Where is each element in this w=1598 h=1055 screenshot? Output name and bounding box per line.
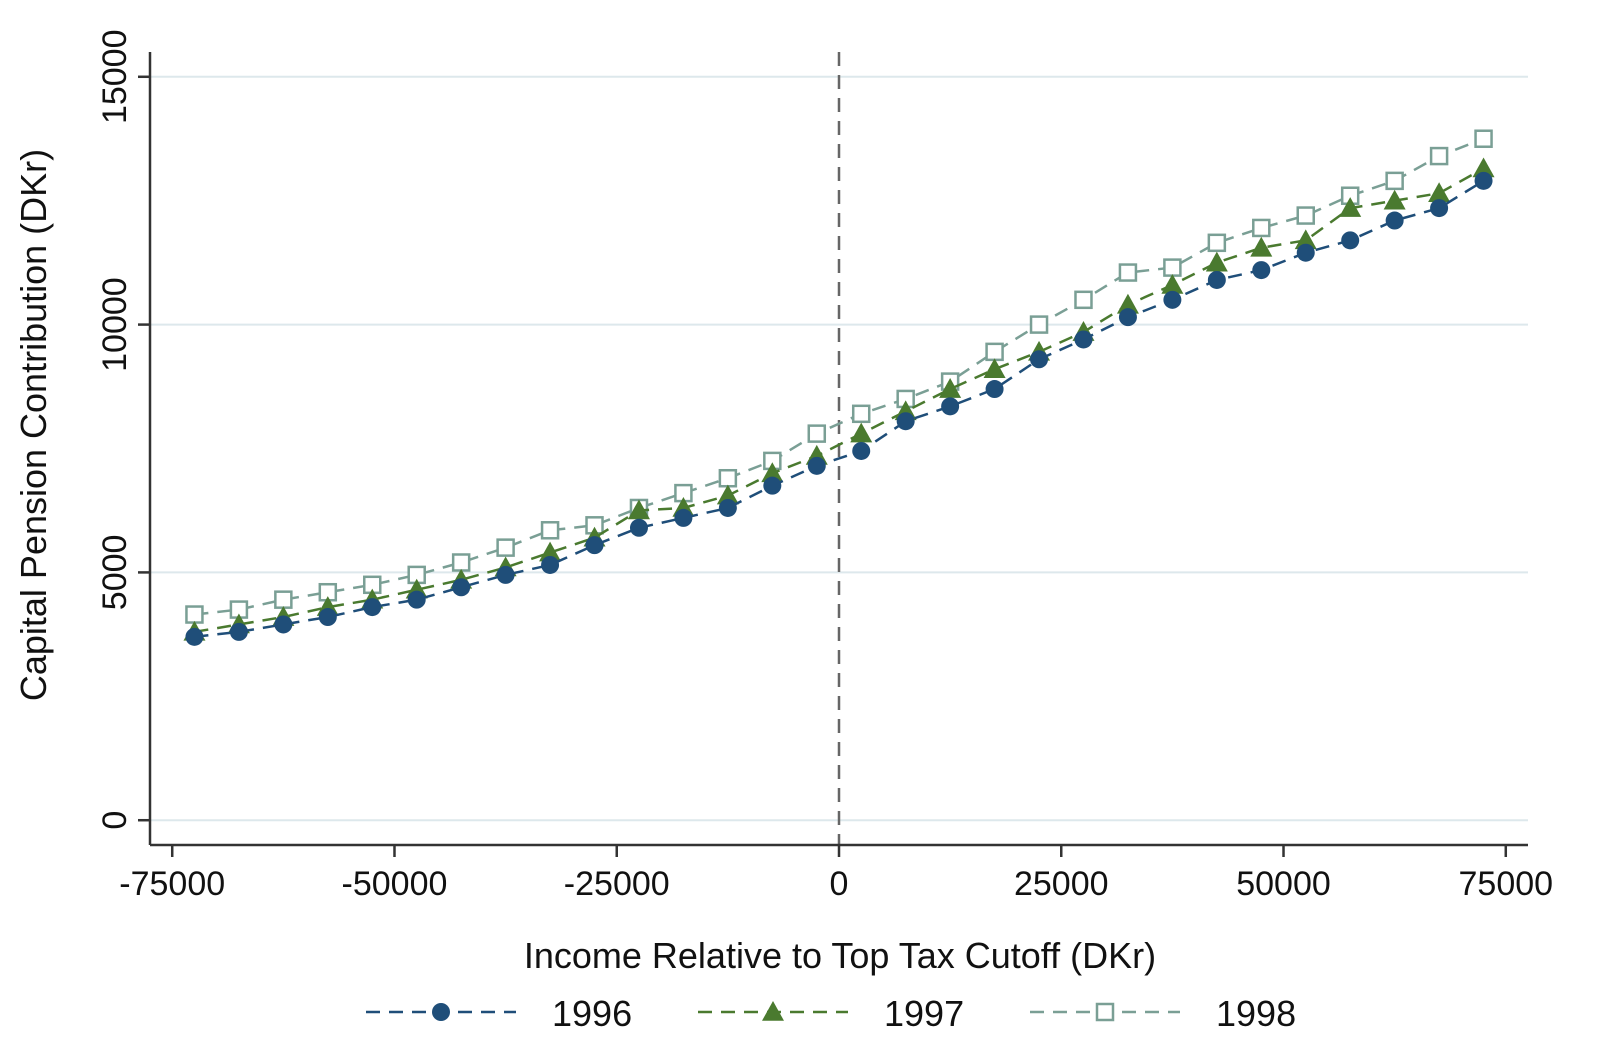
series-1998 <box>185 129 1493 624</box>
data-point-1997 <box>627 499 650 520</box>
data-point-1998 <box>985 342 1004 362</box>
x-tick-label: 50000 <box>1236 865 1331 903</box>
data-point-1996 <box>1385 211 1404 230</box>
data-point-1996 <box>1030 350 1049 369</box>
data-point-1998 <box>185 605 204 624</box>
legend: 1996 1997 1998 <box>366 993 1296 1034</box>
y-tick-label: 5000 <box>96 535 134 611</box>
data-point-1998 <box>1429 146 1449 166</box>
data-point-1996 <box>452 578 471 597</box>
legend-item-1998: 1998 <box>1030 993 1296 1034</box>
data-point-1996 <box>718 498 737 517</box>
data-point-1998 <box>1163 258 1182 277</box>
data-point-1997 <box>1294 229 1317 250</box>
data-point-1996 <box>541 555 560 574</box>
data-point-1996 <box>1163 290 1182 309</box>
x-axis-title: Income Relative to Top Tax Cutoff (DKr) <box>524 935 1156 976</box>
data-point-1998 <box>451 553 471 572</box>
data-point-1997 <box>1383 189 1406 210</box>
x-tick-label: -75000 <box>119 865 225 903</box>
data-point-1997 <box>539 541 562 562</box>
x-tick-label: 75000 <box>1459 865 1554 903</box>
data-point-1996 <box>185 627 204 646</box>
data-point-1997 <box>1250 236 1273 257</box>
data-point-1996 <box>407 590 426 609</box>
data-point-1998 <box>274 590 293 609</box>
legend-marker-1998 <box>1095 1002 1115 1022</box>
data-point-1998 <box>540 521 560 540</box>
data-point-1998 <box>1474 129 1493 148</box>
legend-label-1998: 1998 <box>1216 993 1296 1034</box>
data-point-1996 <box>763 476 782 495</box>
legend-marker-1997 <box>762 1001 784 1021</box>
x-tick-label: -25000 <box>564 865 670 903</box>
data-point-1998 <box>1252 218 1271 238</box>
y-tick-label: 0 <box>96 811 134 830</box>
legend-marker-1996 <box>432 1003 450 1021</box>
data-point-1997 <box>1161 273 1184 294</box>
x-tick-label: 25000 <box>1014 865 1109 903</box>
data-point-1998 <box>1074 290 1093 310</box>
data-point-1996 <box>318 608 337 627</box>
data-point-1998 <box>718 468 738 488</box>
data-point-1998 <box>807 424 827 443</box>
data-point-1998 <box>1118 263 1138 282</box>
y-tick-label: 10000 <box>96 277 134 372</box>
series-group <box>183 129 1495 646</box>
data-point-1997 <box>939 378 962 398</box>
x-tick-label: 0 <box>830 865 849 903</box>
series-line-1997 <box>194 167 1485 634</box>
data-point-1997 <box>1339 197 1362 217</box>
data-point-1996 <box>496 565 515 584</box>
data-point-1997 <box>1428 182 1451 203</box>
data-point-1996 <box>1118 308 1137 327</box>
data-point-1996 <box>363 598 382 617</box>
data-point-1996 <box>896 412 915 431</box>
data-point-1997 <box>850 422 873 443</box>
legend-label-1996: 1996 <box>552 993 632 1034</box>
data-point-1996 <box>229 622 248 641</box>
data-point-1997 <box>761 462 784 483</box>
data-point-1997 <box>1205 251 1228 272</box>
data-point-1996 <box>1252 261 1271 280</box>
data-point-1998 <box>1029 315 1049 334</box>
data-point-1996 <box>1296 243 1315 262</box>
legend-label-1997: 1997 <box>884 993 964 1034</box>
data-point-1996 <box>674 508 693 527</box>
x-tick-label: -50000 <box>342 865 448 903</box>
data-point-1997 <box>716 484 739 505</box>
series-1996 <box>185 171 1493 646</box>
axis-ticks: 0 5000 10000 15000 -75000 -50000 -25000 0 25000 5… <box>96 30 1553 903</box>
data-point-1998 <box>1296 206 1315 225</box>
data-point-1998 <box>1207 233 1227 253</box>
data-point-1996 <box>985 380 1004 399</box>
data-point-1997 <box>983 358 1006 378</box>
data-point-1996 <box>1430 199 1449 218</box>
data-point-1996 <box>852 441 871 460</box>
legend-item-1996: 1996 <box>366 993 632 1034</box>
data-point-1997 <box>1472 157 1495 178</box>
data-point-1996 <box>1474 171 1493 190</box>
data-point-1996 <box>1207 270 1226 289</box>
data-point-1998 <box>851 404 871 424</box>
y-axis-title: Capital Pension Contribution (DKr) <box>13 149 54 701</box>
data-point-1996 <box>807 456 826 475</box>
data-point-1998 <box>496 538 515 557</box>
y-tick-label: 15000 <box>96 30 134 125</box>
data-point-1998 <box>1385 171 1404 191</box>
data-point-1996 <box>941 397 960 416</box>
data-point-1996 <box>274 615 293 634</box>
data-point-1996 <box>1074 330 1093 349</box>
data-point-1996 <box>1341 231 1360 250</box>
data-point-1996 <box>629 518 648 537</box>
legend-item-1997: 1997 <box>698 993 964 1034</box>
data-point-1996 <box>585 536 604 555</box>
data-point-1997 <box>1116 293 1139 314</box>
